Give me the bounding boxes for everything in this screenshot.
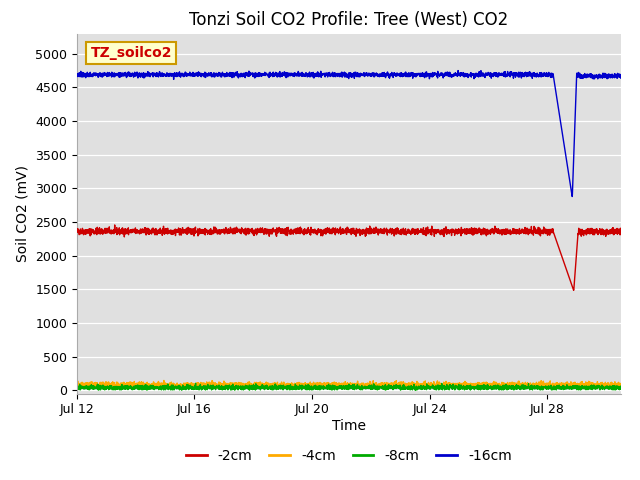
Legend: -2cm, -4cm, -8cm, -16cm: -2cm, -4cm, -8cm, -16cm (180, 444, 517, 469)
Y-axis label: Soil CO2 (mV): Soil CO2 (mV) (15, 165, 29, 262)
Title: Tonzi Soil CO2 Profile: Tree (West) CO2: Tonzi Soil CO2 Profile: Tree (West) CO2 (189, 11, 508, 29)
X-axis label: Time: Time (332, 419, 366, 433)
Text: TZ_soilco2: TZ_soilco2 (90, 46, 172, 60)
